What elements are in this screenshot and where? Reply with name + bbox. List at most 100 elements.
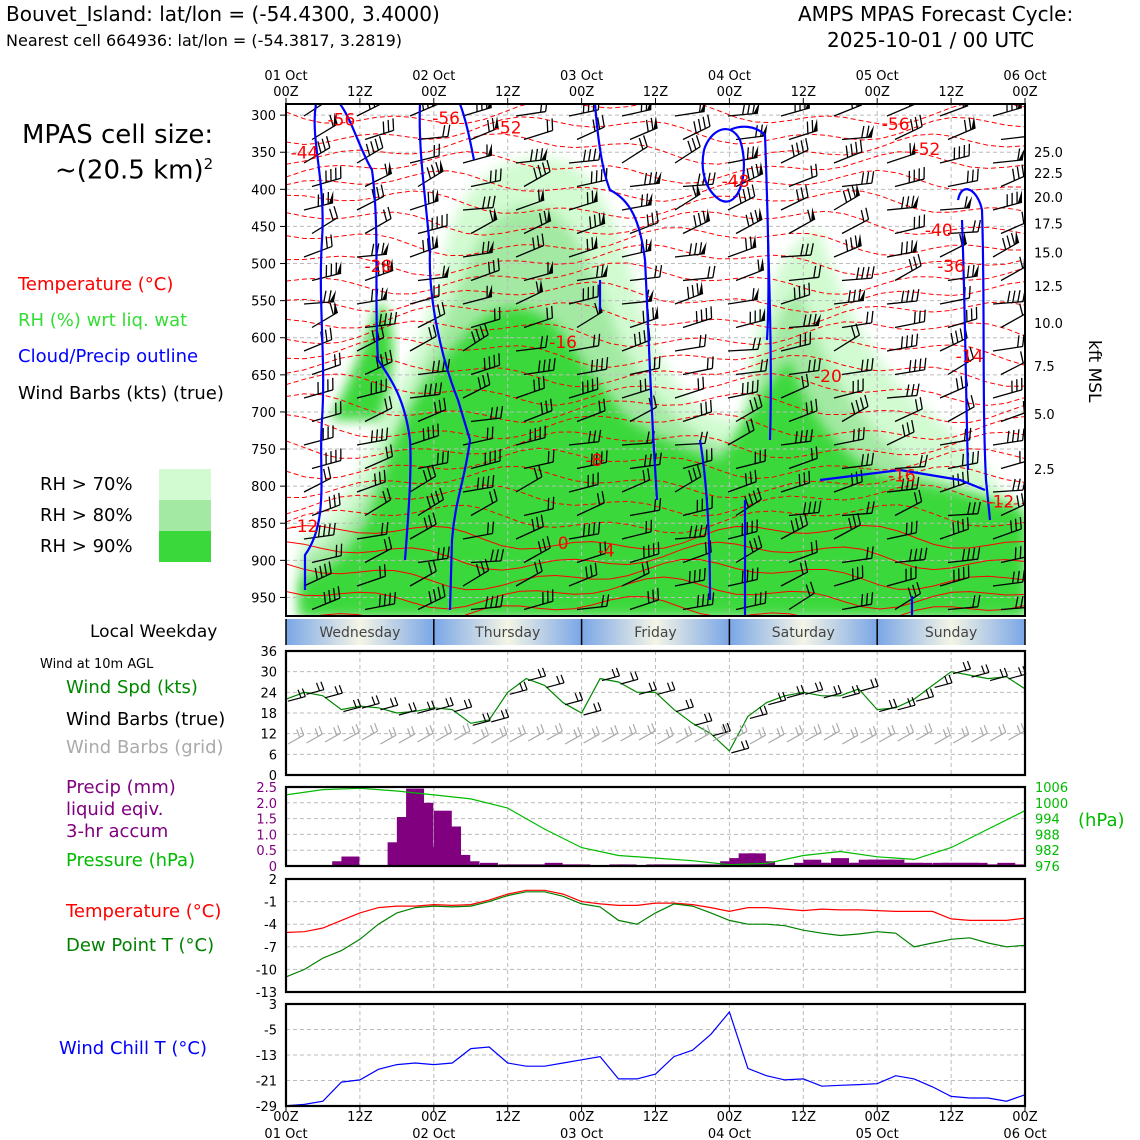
surface-wind-barb-shaft [805, 731, 822, 742]
surface-wind-barb-feather [740, 741, 746, 750]
wind-barb-feather [383, 469, 386, 482]
surface-wind-barb-feather [536, 726, 541, 735]
wind-barb-feather [909, 143, 912, 156]
wind-barb-feather [805, 584, 811, 597]
wind-barb-feather [900, 478, 905, 491]
wind-barb-feather [1012, 290, 1016, 303]
wind-barb-pennant [760, 307, 766, 322]
wind-barb-feather [332, 588, 336, 601]
wind-barb-feather [392, 118, 395, 131]
wind-barb [841, 171, 875, 188]
wind-barb-feather [803, 284, 806, 297]
surface-wind-barb-true [361, 695, 380, 709]
wind-barb-feather [952, 475, 955, 488]
surface-wind-barb-grid [472, 726, 490, 745]
wind-barb [1000, 301, 1025, 329]
wind-barb-feather [328, 523, 331, 536]
wind-barb-feather [486, 372, 491, 385]
wind-barb [462, 475, 495, 493]
kft-axis: 25.022.520.017.515.012.510.07.55.02.5 [1034, 146, 1063, 478]
surface-wind-barb-true [564, 691, 584, 706]
wind-barb-feather [810, 542, 814, 555]
wind-barb-feather [752, 337, 756, 350]
wind-barb-pennant [859, 288, 866, 301]
wind-barb-feather [960, 376, 964, 389]
surface-wind-barb-true [879, 698, 898, 713]
wind-barb-feather [906, 196, 910, 209]
top-hour-label: 12Z [791, 85, 817, 100]
wind-barb [515, 104, 548, 117]
wind-barb-feather [699, 242, 703, 255]
wind-barb-feather [546, 536, 551, 549]
wind-barb-feather [597, 333, 601, 346]
wind-barb [462, 323, 489, 352]
surface-wind-barb-shaft [842, 692, 860, 699]
surface-wind-barb-grid [694, 724, 711, 743]
wind-barb-feather [695, 135, 701, 147]
wind-barb-feather [329, 327, 333, 340]
wind-barb-feather [866, 453, 869, 466]
wind-barb-feather [547, 358, 551, 371]
surface-wind-barb-shaft [453, 730, 471, 741]
precip-bar [867, 859, 886, 866]
wind-barb [780, 243, 814, 258]
wind-barb [523, 398, 553, 423]
wind-barb-feather [760, 124, 763, 137]
pressure-tick-label: 600 [251, 332, 276, 347]
wind-barb-feather [319, 565, 323, 578]
wind-barb-feather [537, 360, 541, 373]
wind-barb-feather [793, 287, 796, 300]
temperature-contour-label: -4 [598, 541, 615, 561]
cloud-outline-segment [729, 125, 770, 341]
wind-barb-feather [852, 429, 855, 442]
wind-barb [523, 208, 552, 235]
wind-barb-feather [1010, 520, 1013, 533]
wind-barb [894, 114, 923, 141]
wind-barb-feather [384, 351, 389, 364]
wind-barb-feather [486, 241, 490, 254]
wind-barb-feather [428, 327, 433, 339]
wind-barb-pennant [487, 284, 493, 298]
surface-wind-barb-grid [712, 723, 730, 742]
surface-wind-barb-true [971, 664, 990, 678]
wind-barb-feather [394, 311, 398, 324]
wind-barb-feather [757, 487, 762, 500]
precip-bar [812, 862, 831, 866]
surface-wind-barb-feather [998, 726, 1003, 735]
precip-bar [729, 858, 748, 866]
wind-barb-feather [386, 260, 390, 273]
wind-barb [462, 195, 496, 211]
wind-barb-feather [917, 253, 922, 266]
wind-barb [833, 183, 861, 211]
surface-wind-barb-shaft [1008, 673, 1027, 680]
wind-barb-feather [1016, 335, 1020, 348]
wind-barb-feather [866, 266, 870, 279]
surface-wind-barb-shaft [454, 706, 472, 713]
wind-barb-feather [805, 402, 809, 415]
wind-barb-feather [377, 263, 380, 276]
surface-wind-barb-feather [647, 725, 652, 734]
wind-barb-feather [810, 429, 814, 442]
wind-barb-feather [1017, 478, 1021, 491]
panel-frame [284, 877, 1027, 994]
wind-barb-pennant [867, 125, 875, 138]
surface-wind-barb-feather [595, 725, 600, 735]
wind-barb [788, 358, 821, 376]
wind-barb-feather [810, 243, 814, 256]
wind-barb-feather [689, 525, 693, 538]
wind-barb [886, 333, 919, 352]
wind-barb-pennant [1017, 104, 1022, 109]
wind-barb [1000, 596, 1025, 611]
wind-barb-pennant [855, 183, 860, 197]
kft-axis-label: kft MSL [1084, 340, 1104, 403]
cross-section-grid [286, 104, 1025, 616]
wind-barb [886, 566, 917, 587]
wind-barb [947, 115, 976, 141]
wind-barb-pennant [971, 115, 976, 130]
cell-size-value: ~(20.5 km)2 [55, 155, 213, 186]
wind-barb-feather [380, 184, 385, 197]
wind-barb-feather [862, 427, 865, 440]
wind-barb-feather [753, 397, 759, 410]
surface-wind-barb-shaft [306, 733, 323, 744]
surface-wind-barb-feather [925, 689, 930, 698]
